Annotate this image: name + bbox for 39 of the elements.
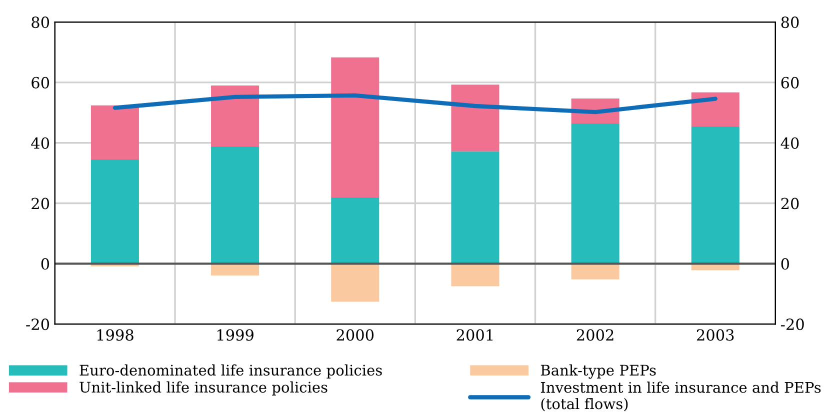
bar bbox=[691, 264, 740, 270]
x-tick-label: 2003 bbox=[696, 329, 734, 341]
bar bbox=[331, 57, 380, 198]
y-tick-label: 0 bbox=[41, 258, 50, 270]
bar bbox=[571, 124, 620, 264]
bar bbox=[451, 84, 500, 152]
bar bbox=[211, 85, 260, 146]
x-tick-label: 2002 bbox=[576, 329, 614, 341]
bar bbox=[211, 146, 260, 264]
legend-label: Unit-linked life insurance policies bbox=[80, 381, 328, 396]
bar bbox=[691, 126, 740, 264]
legend-label: Bank-type PEPs bbox=[540, 364, 656, 379]
bar bbox=[571, 264, 620, 280]
y-tick-label: 20 bbox=[32, 198, 50, 210]
bar bbox=[90, 105, 139, 160]
x-tick-label: 1998 bbox=[97, 329, 134, 341]
legend-label: Investment in life insurance and PEPs (total flows) bbox=[540, 382, 821, 412]
x-tick-label: 1999 bbox=[217, 329, 254, 341]
y2-tick-label: 80 bbox=[781, 16, 799, 28]
bar bbox=[90, 159, 139, 264]
y2-tick-label: 20 bbox=[781, 198, 799, 210]
bar bbox=[451, 151, 500, 264]
bar bbox=[691, 92, 740, 127]
y-tick-label: 80 bbox=[32, 16, 50, 28]
y2-tick-label: 0 bbox=[781, 258, 789, 270]
bar bbox=[331, 264, 380, 302]
y2-tick-label: -20 bbox=[780, 318, 804, 330]
x-tick-label: 2001 bbox=[456, 329, 492, 341]
legend-label: Euro-denominated life insurance policies bbox=[80, 364, 382, 378]
bar bbox=[211, 264, 260, 276]
y2-tick-label: 60 bbox=[781, 76, 799, 88]
y2-tick-label: 40 bbox=[780, 137, 799, 149]
line-series bbox=[112, 93, 718, 114]
y-tick-label: 40 bbox=[31, 137, 50, 149]
bar bbox=[331, 198, 380, 264]
y-tick-label: 60 bbox=[32, 76, 50, 88]
x-tick-label: 2000 bbox=[336, 329, 374, 341]
y-tick-label: -20 bbox=[26, 318, 50, 330]
bar bbox=[451, 264, 500, 286]
